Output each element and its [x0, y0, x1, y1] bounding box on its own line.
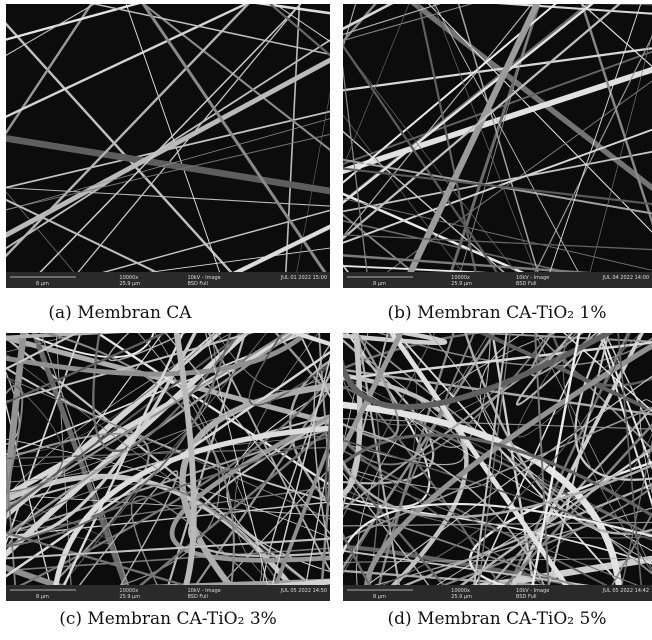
date: JUL 01 2022 15:00	[280, 275, 327, 281]
caption: (a) Membran CA	[48, 303, 192, 323]
fiber	[338, 328, 399, 334]
detector: BSD Full	[516, 281, 537, 287]
date: JUL 05 2022 14:50	[280, 588, 327, 594]
sem-image	[338, 328, 652, 590]
detector: BSD Full	[187, 281, 208, 287]
field-width: 25.9 µm	[451, 281, 472, 287]
date: JUL 04 2022 14:00	[602, 275, 649, 281]
field-width: 25.9 µm	[451, 594, 472, 600]
field-width: 25.9 µm	[119, 594, 140, 600]
scale-label: 8 µm	[373, 281, 386, 287]
caption: (c) Membran CA-TiO₂ 3%	[59, 609, 277, 629]
scale-label: 8 µm	[36, 594, 49, 600]
field-width: 25.9 µm	[119, 281, 140, 287]
detector: BSD Full	[516, 594, 537, 600]
scale-label: 8 µm	[36, 281, 49, 287]
sem-image	[1, 0, 335, 277]
sem-image	[1, 328, 335, 590]
caption: (d) Membran CA-TiO₂ 5%	[388, 609, 607, 629]
scale-label: 8 µm	[373, 594, 386, 600]
caption: (b) Membran CA-TiO₂ 1%	[388, 303, 607, 323]
detector: BSD Full	[187, 594, 208, 600]
date: JUL 05 2022 14:42	[602, 588, 649, 594]
sem-image	[338, 0, 652, 277]
figure: 8 µm10000x25.9 µm10kV - ImageBSD FullJUL…	[0, 0, 652, 635]
fiber	[466, 0, 652, 4]
